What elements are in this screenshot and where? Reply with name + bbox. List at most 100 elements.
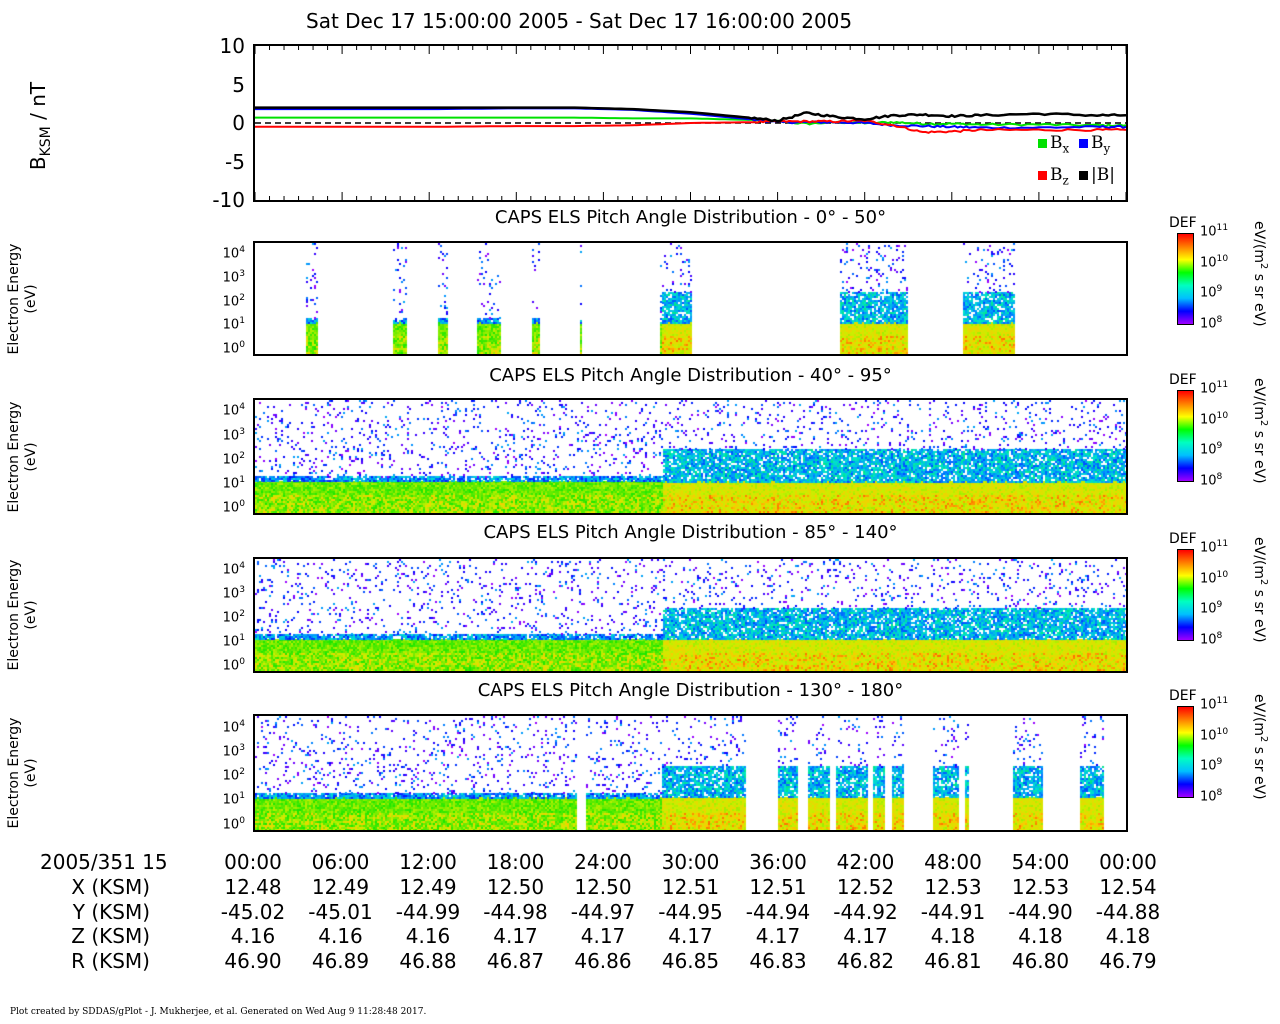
- ephemeris-value: 12.49: [311, 875, 370, 899]
- ephemeris-value: 12.54: [1099, 875, 1157, 899]
- ephemeris-value: 12.48: [224, 875, 282, 899]
- energy-tick-base: 10: [222, 658, 240, 674]
- ephemeris-value: -45.01: [308, 899, 373, 924]
- colorbar-tick-exp: 10: [1216, 410, 1229, 421]
- energy-tick-exp: 0: [239, 815, 245, 826]
- colorbar-tick-base: 10: [1200, 727, 1217, 743]
- colorbar-tick-exp: 10: [1216, 569, 1229, 580]
- colorbar-tick-base: 10: [1200, 789, 1217, 805]
- colorbar-tick-exp: 9: [1216, 600, 1223, 611]
- energy-tick-base: 10: [222, 792, 240, 808]
- energy-tick-exp: 2: [239, 609, 245, 620]
- energy-tick-label: 101: [195, 633, 245, 649]
- colorbar-tick-exp: 10: [1216, 253, 1229, 264]
- colorbar-unit-label: eV/(m2 s sr eV): [1251, 530, 1269, 650]
- ephemeris-value: 4.16: [230, 924, 276, 948]
- colorbar-tick-exp: 8: [1216, 788, 1223, 798]
- colorbar: [1177, 233, 1194, 325]
- energy-tick-exp: 4: [239, 561, 245, 572]
- ephemeris-value: 4.17: [755, 924, 801, 948]
- colorbar-tick-base: 10: [1200, 285, 1217, 301]
- spectrogram-frame: [253, 714, 1128, 832]
- energy-tick-base: 10: [222, 475, 240, 491]
- energy-tick-label: 101: [195, 791, 245, 807]
- legend-bx-swatch: [1038, 139, 1047, 148]
- spectrogram-title: CAPS ELS Pitch Angle Distribution - 130°…: [477, 680, 904, 701]
- colorbar-tick-base: 10: [1200, 316, 1217, 332]
- colorbar-unit-label: eV/(m2 s sr eV): [1251, 214, 1269, 334]
- energy-tick-label: 104: [195, 719, 245, 735]
- colorbar-tick-label: 108: [1200, 631, 1222, 647]
- energy-tick-base: 10: [222, 610, 240, 626]
- ephemeris-time: 00:00: [1099, 850, 1157, 874]
- energy-axis-label: Electron Energy (eV): [6, 540, 40, 690]
- colorbar-tick-label: 109: [1200, 600, 1222, 616]
- ephemeris-value: -44.92: [833, 899, 898, 924]
- energy-tick-base: 10: [222, 403, 240, 419]
- ephemeris-value: 46.90: [224, 948, 282, 973]
- bx-line: [255, 116, 1126, 128]
- colorbar-unit-pre: eV/(m: [1251, 378, 1268, 421]
- energy-axis-label-line2: (eV): [23, 600, 39, 630]
- energy-tick-label: 102: [195, 451, 245, 467]
- colorbar-unit-post: s sr eV): [1251, 426, 1268, 484]
- energy-tick-base: 10: [222, 768, 240, 784]
- colorbar-tick-base: 10: [1200, 254, 1217, 270]
- colorbar-tick-exp: 11: [1216, 539, 1229, 549]
- energy-tick-label: 100: [195, 499, 245, 515]
- energy-tick-exp: 3: [239, 426, 245, 437]
- ephemeris-value: -44.88: [1095, 899, 1161, 924]
- colorbar-tick-exp: 9: [1216, 441, 1223, 452]
- energy-tick-base: 10: [222, 719, 240, 735]
- bmag-line: [255, 106, 1126, 123]
- ephemeris-value: 12.49: [399, 875, 457, 899]
- ephemeris-value: 4.18: [930, 924, 976, 948]
- energy-tick-label: 103: [195, 743, 245, 759]
- energy-tick-base: 10: [222, 744, 240, 760]
- energy-tick-base: 10: [222, 816, 240, 832]
- ephemeris-time: 06:00: [311, 850, 370, 874]
- energy-tick-exp: 4: [239, 718, 245, 729]
- energy-axis-label-line1: Electron Energy: [6, 717, 22, 829]
- colorbar-tick-label: 1011: [1200, 380, 1228, 396]
- energy-tick-exp: 2: [239, 767, 245, 778]
- colorbar-tick-base: 10: [1200, 632, 1217, 648]
- colorbar-tick-exp: 11: [1216, 696, 1229, 706]
- ephemeris-value: 12.53: [1011, 875, 1070, 899]
- energy-axis-label: Electron Energy (eV): [6, 382, 40, 532]
- energy-tick-exp: 1: [239, 632, 245, 643]
- colorbar-tick-exp: 9: [1216, 757, 1223, 768]
- legend-bx: Bx: [1038, 133, 1069, 155]
- colorbar-tick-exp: 11: [1216, 380, 1229, 390]
- energy-tick-base: 10: [222, 451, 240, 467]
- colorbar-unit-pre: eV/(m: [1251, 221, 1268, 264]
- energy-tick-base: 10: [222, 562, 240, 578]
- ephemeris-row-label: X (KSM): [71, 875, 150, 899]
- colorbar-unit-pre: eV/(m: [1251, 537, 1268, 580]
- ephemeris-value: 46.83: [749, 948, 807, 973]
- ephemeris-time: 42:00: [836, 850, 895, 874]
- energy-axis-label-line1: Electron Energy: [6, 243, 22, 354]
- colorbar-unit-post: s sr eV): [1251, 742, 1268, 800]
- energy-tick-exp: 0: [239, 656, 245, 667]
- spectrogram-canvas: [255, 400, 1126, 513]
- energy-tick-label: 102: [195, 609, 245, 625]
- ephemeris-value: 12.53: [924, 875, 982, 899]
- mag-ytick-label: 10: [219, 34, 245, 58]
- colorbar: [1177, 549, 1194, 641]
- energy-tick-base: 10: [222, 586, 240, 602]
- energy-tick-exp: 2: [239, 450, 245, 461]
- ephemeris-value: 46.88: [399, 948, 457, 973]
- ephemeris-value: 4.18: [1105, 924, 1151, 948]
- ephemeris-value: 4.16: [405, 924, 451, 948]
- energy-tick-exp: 4: [239, 402, 245, 413]
- energy-tick-exp: 1: [239, 474, 245, 485]
- energy-tick-exp: 1: [239, 791, 245, 802]
- spectrogram-canvas: [255, 559, 1126, 671]
- spectrogram-frame: [253, 398, 1128, 515]
- energy-tick-base: 10: [222, 341, 240, 357]
- colorbar-tick-label: 1010: [1200, 411, 1228, 427]
- colorbar-tick-label: 1011: [1200, 696, 1228, 712]
- spectrogram-title: CAPS ELS Pitch Angle Distribution - 40° …: [489, 365, 892, 386]
- legend-bz: Bz: [1038, 165, 1069, 187]
